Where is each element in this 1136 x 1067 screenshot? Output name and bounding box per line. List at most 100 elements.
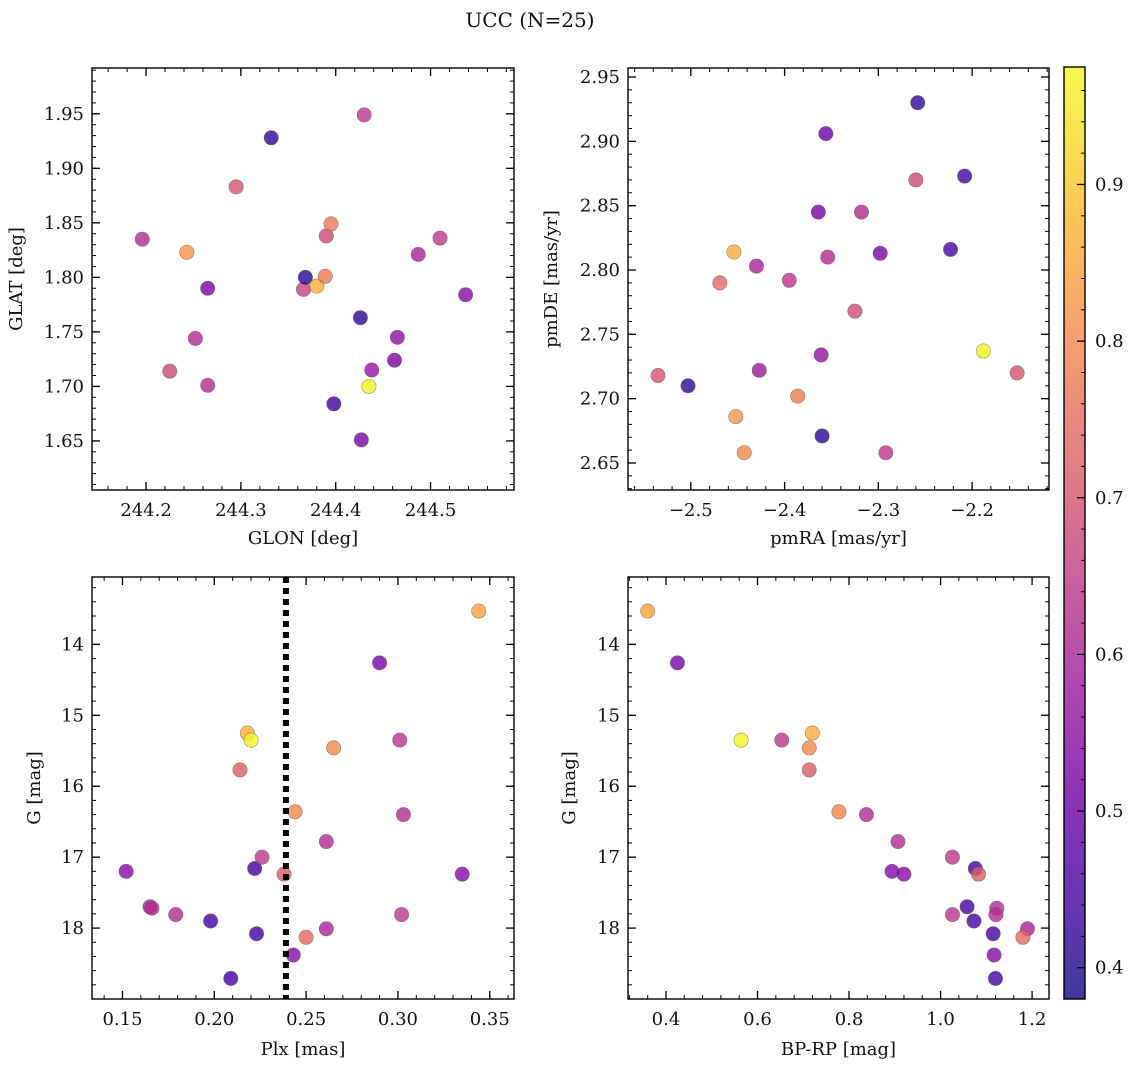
x-tick-label: 1.2 [1018,1009,1047,1030]
data-point [944,907,960,923]
x-axis-label: GLON [deg] [248,528,358,549]
x-tick-label: −2.5 [669,500,713,521]
y-tick-label: 1.95 [44,104,84,125]
data-point [987,970,1003,986]
data-point [748,258,764,274]
colorbar-tick-label: 0.7 [1095,488,1124,509]
data-point [203,913,219,929]
data-point [134,231,150,247]
y-tick-label: 1.70 [44,376,84,397]
data-point [847,303,863,319]
data-point [890,834,906,850]
scatter-points [640,603,1035,986]
data-point [232,762,248,778]
scatter-points [650,95,1025,461]
y-tick-label: 2.65 [580,453,620,474]
data-point [200,377,216,393]
data-point [910,95,926,111]
data-point [326,740,342,756]
data-point [728,409,744,425]
y-tick-label: 16 [597,776,620,797]
data-point [254,849,270,865]
y-tick-label: 17 [597,847,620,868]
axes-frame [91,576,515,1000]
y-tick-label: 2.80 [580,260,620,281]
panel-4: 0.4 0.6 0.8 1.0 1.2 14 15 16 17 18 BP-RP [mag] G [m… [559,576,1050,1060]
x-tick-label: −2.4 [763,500,807,521]
data-point [352,310,368,326]
data-point [804,725,820,741]
data-point [733,732,749,748]
colorbar-tick-label: 0.5 [1095,801,1124,822]
figure-title: UCC (N=25) [465,8,594,32]
data-point [985,926,1001,942]
data-point [971,866,987,882]
panel-1: 244.2 244.3 244.4 244.5 1.65 1.70 1.75 1.80 1.85… [6,67,515,549]
data-point [187,330,203,346]
data-point [372,655,388,671]
data-point [801,740,817,756]
y-tick-label: 2.95 [580,67,620,88]
data-point [387,352,403,368]
colorbar-gradient [1064,67,1085,999]
colorbar-tick-label: 0.4 [1095,958,1124,979]
x-axis-label: pmRA [mas/yr] [770,528,907,549]
x-tick-label: 0.30 [378,1009,418,1030]
data-point [297,269,313,285]
data-point [323,216,339,232]
data-point [471,603,487,619]
data-point [774,732,790,748]
y-tick-label: 18 [61,918,84,939]
y-axis-label: GLAT [deg] [6,227,27,331]
y-tick-label: 2.75 [580,324,620,345]
data-point [814,428,830,444]
y-tick-label: 2.70 [580,389,620,410]
data-point [179,244,195,260]
data-point [118,863,134,879]
data-point [243,732,259,748]
y-tick-label: 14 [61,634,84,655]
data-point [361,378,377,394]
data-point [896,866,912,882]
data-point [820,249,836,265]
data-point [988,907,1004,923]
x-tick-label: 0.20 [194,1009,234,1030]
data-point [818,126,834,142]
x-tick-label: 0.6 [743,1009,772,1030]
x-tick-label: 0.15 [102,1009,142,1030]
data-point [263,130,279,146]
data-point [831,804,847,820]
colorbar: 0.4 0.5 0.6 0.7 0.8 0.9 [1063,66,1124,1000]
y-axis-label: G [mag] [559,751,580,824]
data-point [801,762,817,778]
data-point [395,807,411,823]
data-point [326,396,342,412]
data-point [650,367,666,383]
x-tick-label: −2.3 [856,500,900,521]
y-tick-label: 1.85 [44,213,84,234]
data-point [168,907,184,923]
data-point [249,926,265,942]
x-tick-label: 1.0 [926,1009,955,1030]
y-tick-label: 1.90 [44,158,84,179]
y-tick-label: 15 [597,705,620,726]
panel-2: −2.5 −2.4 −2.3 −2.2 2.65 2.70 2.75 2.80 2.85 2.90… [541,67,1050,549]
data-point [781,272,797,288]
y-tick-label: 16 [61,776,84,797]
data-point [162,363,178,379]
data-point [298,929,314,945]
y-tick-label: 1.65 [44,431,84,452]
data-point [853,204,869,220]
x-tick-label: 0.35 [470,1009,510,1030]
data-point [318,834,334,850]
data-point [458,287,474,303]
data-point [317,268,333,284]
data-point [410,246,426,262]
data-point [640,603,656,619]
data-point [751,362,767,378]
data-point [200,280,216,296]
y-tick-label: 2.90 [580,131,620,152]
x-tick-label: 244.5 [405,500,457,521]
data-point [966,913,982,929]
data-point [353,432,369,448]
